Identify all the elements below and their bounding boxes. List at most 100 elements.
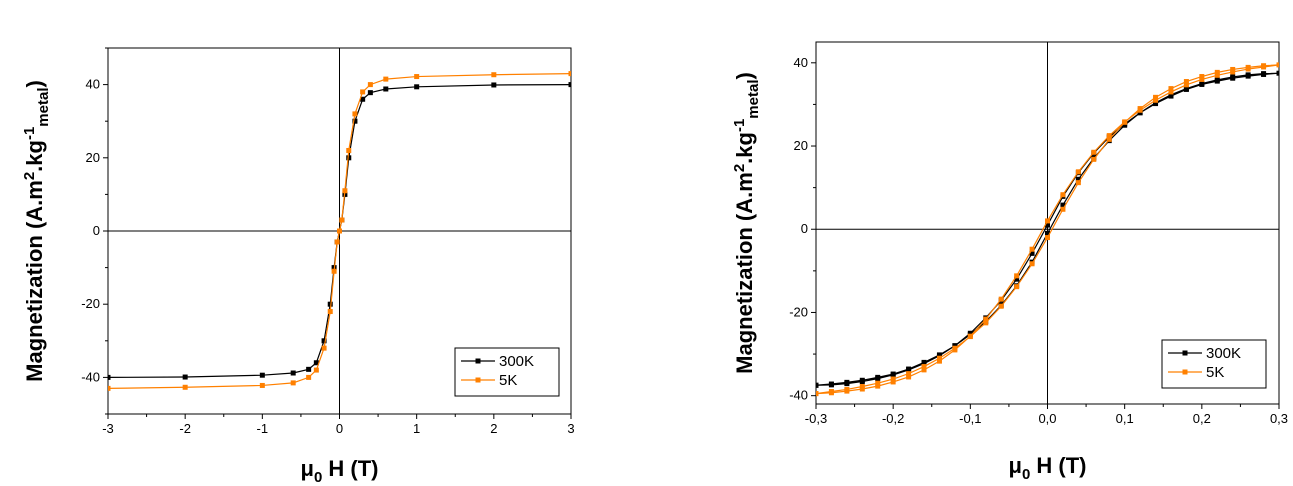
data-point-5K — [859, 386, 865, 392]
data-point-300K — [182, 374, 188, 380]
y-tick-label: -40 — [789, 388, 808, 403]
data-point-5K — [182, 384, 188, 390]
data-point-300K — [327, 301, 333, 307]
data-point-5K — [1168, 86, 1174, 92]
data-point-5K — [313, 367, 319, 373]
data-point-5K — [1014, 284, 1020, 290]
data-point-5K — [1183, 82, 1189, 88]
data-point-5K — [983, 316, 989, 322]
x-axis-label: μ0 H (T) — [300, 456, 378, 486]
data-point-5K — [1014, 273, 1020, 279]
data-point-5K — [890, 376, 896, 382]
data-point-5K — [1214, 69, 1220, 75]
data-point-5K — [337, 228, 342, 234]
data-point-300K — [414, 84, 420, 90]
data-point-300K — [360, 96, 366, 102]
data-point-5K — [327, 309, 333, 315]
data-point-5K — [321, 345, 327, 351]
data-point-5K — [816, 391, 819, 397]
data-point-5K — [890, 379, 896, 385]
series-group — [816, 62, 1279, 397]
data-point-5K — [998, 303, 1004, 309]
data-point-5K — [1029, 246, 1035, 252]
data-point-5K — [1106, 133, 1112, 139]
data-point-300K — [352, 118, 358, 124]
data-point-5K — [1045, 235, 1050, 241]
data-point-5K — [1122, 119, 1128, 125]
legend: 300K 5K — [454, 347, 560, 397]
data-point-5K — [921, 367, 927, 373]
data-point-5K — [342, 188, 348, 194]
data-point-300K — [383, 86, 389, 92]
data-point-5K — [1091, 149, 1097, 155]
x-tick-label: -3 — [102, 421, 114, 436]
x-tick-label: 1 — [413, 421, 420, 436]
legend-marker-5K — [1182, 369, 1188, 375]
data-point-300K — [1230, 75, 1236, 81]
data-point-300K — [1276, 70, 1279, 76]
data-point-300K — [1245, 73, 1251, 79]
data-point-5K — [1199, 76, 1205, 82]
data-point-300K — [828, 382, 834, 388]
data-point-5K — [936, 355, 942, 361]
data-point-300K — [1060, 202, 1066, 208]
data-point-5K — [1261, 64, 1267, 70]
y-tick-label: -20 — [81, 296, 100, 311]
data-point-5K — [967, 333, 973, 339]
data-point-300K — [259, 372, 265, 378]
x-tick-label: 2 — [490, 421, 497, 436]
x-tick-label: 3 — [567, 421, 574, 436]
x-tick-label: 0,2 — [1193, 411, 1211, 426]
data-point-5K — [952, 347, 958, 353]
legend-marker-300K — [475, 358, 481, 364]
data-point-5K — [844, 388, 850, 394]
data-point-5K — [346, 147, 352, 153]
data-point-5K — [1245, 66, 1251, 72]
data-point-5K — [983, 320, 989, 326]
x-tick-label: 0,0 — [1038, 411, 1056, 426]
legend: 300K 5K — [1161, 339, 1267, 389]
data-point-300K — [844, 381, 850, 387]
y-tick-label: 20 — [86, 150, 100, 165]
data-point-5K — [1029, 261, 1035, 267]
legend-marker-300K — [1182, 350, 1188, 356]
legend-label-300K: 300K — [499, 353, 534, 370]
chart-left: -3 -2 -1 0 1 2 3 -40 -20 0 20 40 300K 5K Magnetization… — [21, 47, 575, 486]
data-point-5K — [906, 371, 912, 377]
x-tick-label: -0,3 — [805, 411, 827, 426]
data-point-5K — [568, 71, 571, 77]
y-axis-label: Magnetization (A.m2.kg-1metal) — [21, 80, 52, 382]
data-point-300K — [1214, 78, 1220, 84]
x-tick-label: 0 — [336, 421, 343, 436]
data-point-300K — [321, 338, 327, 344]
data-point-5K — [875, 380, 881, 386]
data-point-300K — [1153, 101, 1159, 107]
y-tick-label: 0 — [801, 221, 808, 236]
y-tick-label: -20 — [789, 304, 808, 319]
data-point-300K — [1261, 71, 1267, 77]
legend-label-300K: 300K — [1206, 345, 1241, 362]
data-point-5K — [1075, 169, 1081, 175]
data-point-300K — [859, 379, 865, 385]
data-point-5K — [339, 217, 345, 223]
data-point-5K — [906, 374, 912, 380]
y-axis-label: Magnetization (A.m2.kg-1metal) — [731, 72, 762, 374]
data-point-5K — [1075, 180, 1081, 186]
data-point-300K — [1014, 276, 1020, 282]
x-tick-label: -1 — [257, 421, 269, 436]
legend-box — [1161, 339, 1267, 389]
y-tick-label: 40 — [86, 77, 100, 92]
data-point-5K — [306, 374, 312, 380]
data-point-300K — [967, 330, 973, 336]
data-point-5K — [1183, 79, 1189, 85]
data-point-5K — [1106, 136, 1112, 142]
data-point-5K — [1214, 72, 1220, 78]
data-point-5K — [259, 382, 265, 388]
data-point-300K — [108, 374, 111, 380]
data-point-5K — [1045, 218, 1050, 224]
data-point-300K — [890, 372, 896, 378]
x-tick-label: -0,2 — [882, 411, 904, 426]
y-tick-label: 0 — [93, 223, 100, 238]
